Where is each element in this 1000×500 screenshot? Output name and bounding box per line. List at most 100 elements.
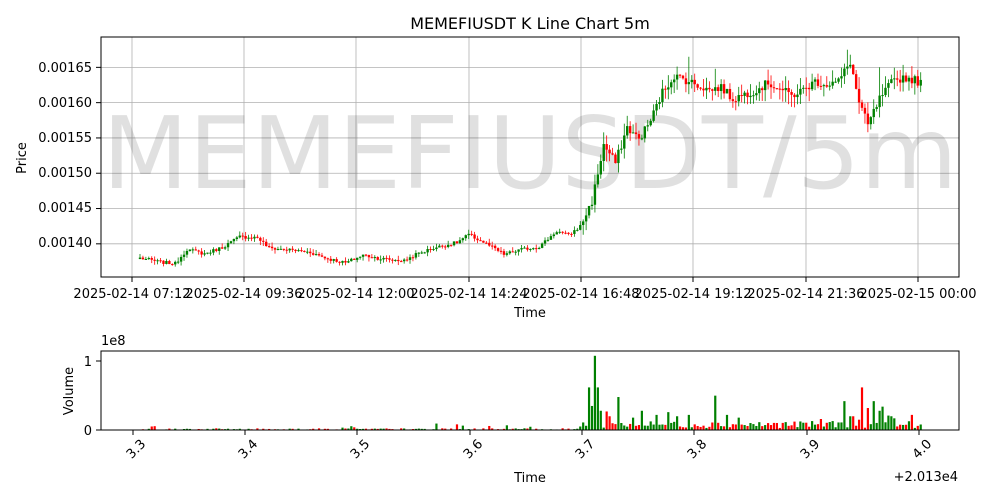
candle-body: [605, 144, 608, 150]
candle-body: [309, 251, 312, 254]
candle-body: [684, 78, 688, 85]
price-xtick-label: 2025-02-15 00:00: [859, 287, 976, 302]
watermark-text: MEMEFIUSDT/5m: [102, 95, 957, 212]
candle-body: [438, 245, 441, 248]
volume-bar: [816, 424, 820, 430]
volume-bar: [843, 401, 846, 430]
candle-body: [796, 94, 799, 98]
volume-bar: [890, 416, 893, 430]
candle-body: [828, 85, 831, 87]
volume-bar: [784, 422, 787, 430]
volume-bar: [787, 425, 790, 430]
price-xtick-label: 2025-02-14 07:12: [73, 287, 190, 302]
volume-bar: [722, 426, 726, 430]
volume-bar: [766, 423, 770, 430]
candle-body: [414, 253, 418, 258]
volume-plot-area: [101, 351, 959, 430]
volume-bar: [708, 426, 711, 430]
candle-body: [596, 174, 600, 185]
volume-bar: [491, 428, 494, 430]
candle-body: [890, 79, 893, 84]
candle-body: [626, 126, 629, 136]
price-y-ticks: 0.00140 0.00145 0.00150 0.00155 0.00160 …: [38, 61, 92, 251]
candle-body: [546, 239, 550, 241]
volume-bar: [150, 426, 153, 430]
volume-bar: [764, 425, 767, 430]
candle-body: [746, 92, 749, 98]
candle-body: [461, 238, 465, 241]
candle-body: [816, 79, 820, 86]
volume-bar: [693, 424, 696, 430]
volume-y-axis-title: Volume: [62, 367, 77, 415]
volume-bar: [326, 428, 329, 430]
candle-body: [147, 258, 151, 260]
candle-body: [355, 257, 359, 260]
volume-bar: [206, 428, 209, 430]
volume-bar: [790, 425, 793, 430]
candle-body: [552, 234, 556, 237]
volume-bar: [423, 428, 426, 430]
volume-bar: [620, 423, 623, 430]
volume-bar: [185, 428, 189, 430]
candle-body: [323, 256, 327, 259]
volume-bar: [461, 425, 464, 430]
candle-body: [338, 261, 341, 263]
candle-body: [620, 148, 623, 150]
volume-bar: [353, 427, 356, 430]
volume-bar: [634, 425, 638, 430]
candle-body: [294, 249, 297, 252]
candle-body: [373, 257, 376, 259]
candle-body: [916, 76, 919, 86]
candle-body: [535, 248, 538, 250]
candle-body: [182, 254, 186, 257]
candle-body: [543, 240, 547, 244]
candle-body: [652, 110, 655, 121]
candle-body: [150, 258, 153, 260]
volume-bar: [561, 428, 564, 430]
candle-body: [708, 87, 711, 90]
candle-body: [508, 251, 512, 254]
candle-body: [637, 134, 641, 139]
volume-bar: [878, 410, 881, 430]
volume-bar: [364, 428, 368, 430]
price-xtick-label: 2025-02-14 16:48: [522, 287, 639, 302]
volume-bar: [455, 424, 459, 430]
candle-body: [634, 132, 638, 135]
volume-bar: [599, 410, 602, 430]
volume-bar: [705, 427, 708, 430]
candle-body: [347, 261, 350, 263]
candle-body: [188, 249, 192, 251]
volume-bar: [696, 425, 699, 430]
candle-body: [400, 261, 403, 263]
volume-bar: [755, 425, 758, 430]
candle-body: [863, 107, 867, 114]
candle-body: [887, 83, 890, 88]
candle-body: [499, 250, 503, 252]
candle-body: [716, 87, 720, 92]
candle-body: [385, 257, 388, 259]
candle-body: [300, 250, 303, 252]
volume-bar: [420, 428, 423, 430]
price-y-axis-title: Price: [15, 142, 30, 174]
candle-body: [584, 215, 588, 222]
candle-body: [737, 95, 740, 102]
candle-body: [558, 231, 561, 233]
volume-bar: [761, 426, 764, 430]
candle-body: [587, 206, 591, 216]
volume-bar: [881, 406, 884, 430]
volume-bar: [629, 423, 632, 430]
candle-body: [532, 248, 535, 250]
candle-body: [420, 252, 423, 254]
volume-bar: [388, 428, 391, 430]
candle-body: [825, 85, 828, 87]
candle-body: [628, 126, 632, 134]
candle-body: [464, 235, 467, 239]
volume-bar: [514, 428, 517, 430]
volume-bar: [717, 422, 720, 430]
volume-bar: [896, 426, 899, 430]
candle-body: [840, 76, 843, 79]
candle-body: [485, 242, 488, 244]
candle-body: [787, 87, 790, 93]
candle-body: [910, 77, 914, 84]
candle-body: [872, 108, 875, 118]
